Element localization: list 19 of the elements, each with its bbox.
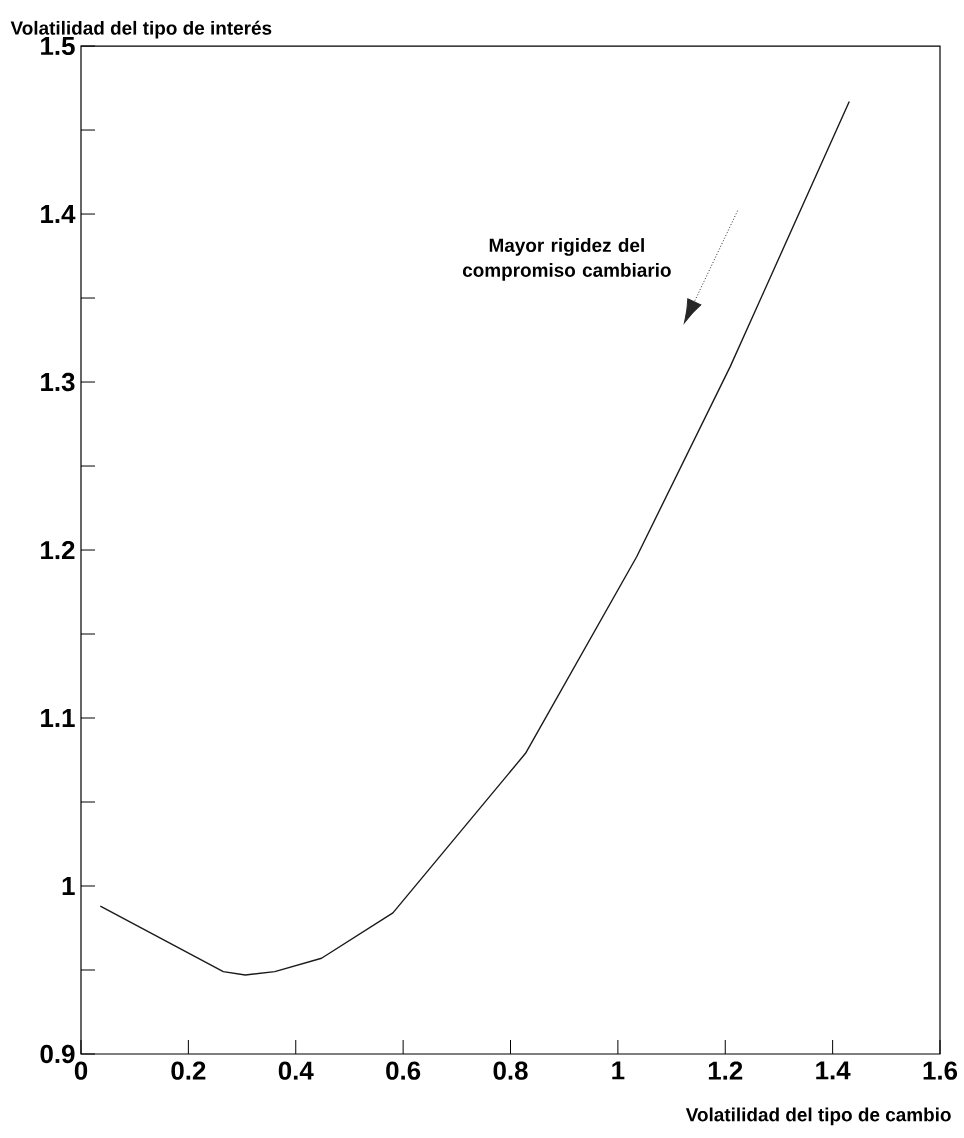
- x-tick-label: 0.2: [171, 1061, 206, 1080]
- x-tick-label: 0.8: [493, 1061, 528, 1080]
- y-tick-label: 1.5: [41, 37, 75, 56]
- y-tick-label: 1.4: [41, 205, 76, 223]
- y-tick-label: 1.2: [41, 540, 75, 560]
- y-tick-label: 1: [62, 877, 75, 895]
- x-axis-title: Volatilidad del tipo de cambio: [685, 1107, 951, 1126]
- y-tick-label: 1.1: [41, 709, 75, 727]
- line-series: [99, 100, 850, 976]
- x-tick-label: 0.4: [278, 1061, 314, 1080]
- x-tick-label: 0.6: [386, 1061, 421, 1080]
- y-tick-label: 0.9: [40, 1044, 75, 1064]
- x-tick-label: 1: [612, 1061, 625, 1080]
- x-tick-label: 0: [74, 1061, 88, 1080]
- annotation: Mayor rigidez del compromiso cambiario: [462, 238, 671, 281]
- x-tick-label: 1.4: [816, 1061, 851, 1080]
- x-tick-label: 1.2: [708, 1061, 743, 1080]
- y-tick-label: 1.3: [41, 372, 75, 392]
- x-tick-label: 1.6: [923, 1061, 958, 1080]
